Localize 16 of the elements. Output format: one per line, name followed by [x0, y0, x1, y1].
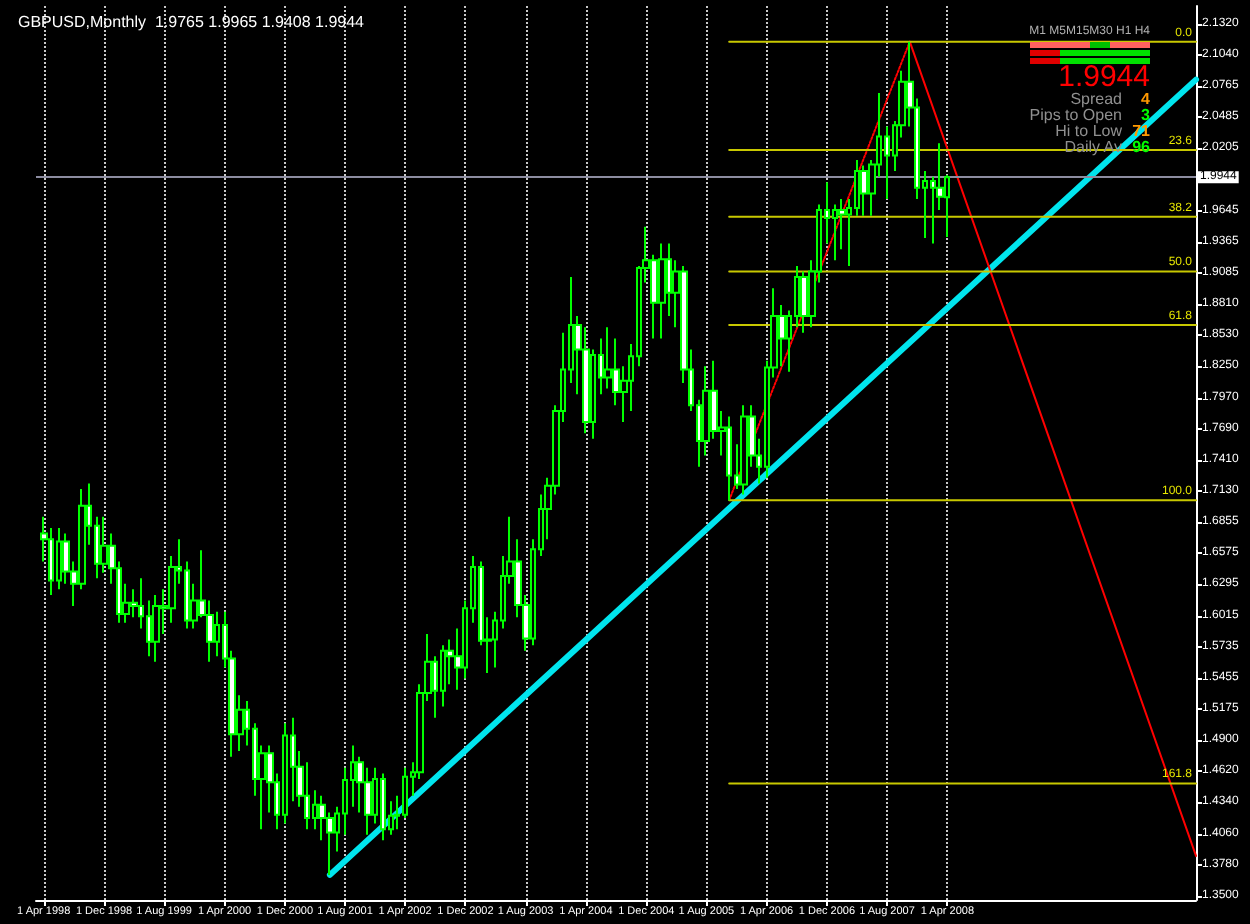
candlestick — [740, 404, 748, 496]
annotation: 3 — [1139, 106, 1150, 124]
candlestick — [726, 415, 732, 502]
chart-title: GBPUSD,Monthly 1.9765 1.9965 1.9408 1.9944 — [18, 13, 366, 31]
candlestick — [282, 722, 288, 825]
candlestick — [152, 593, 160, 663]
candlestick — [56, 527, 62, 591]
candlestick — [658, 242, 666, 340]
annotation: Spread — [1070, 90, 1122, 108]
candlestick — [380, 772, 386, 842]
annotation: 4 — [1139, 90, 1150, 108]
candlestick — [860, 164, 868, 217]
annotation: Hi to Low — [1055, 122, 1122, 140]
annotation: Pips to Open — [1029, 106, 1122, 124]
annotation: 1.9944 — [1056, 60, 1150, 94]
annotation: 71 — [1130, 122, 1150, 140]
